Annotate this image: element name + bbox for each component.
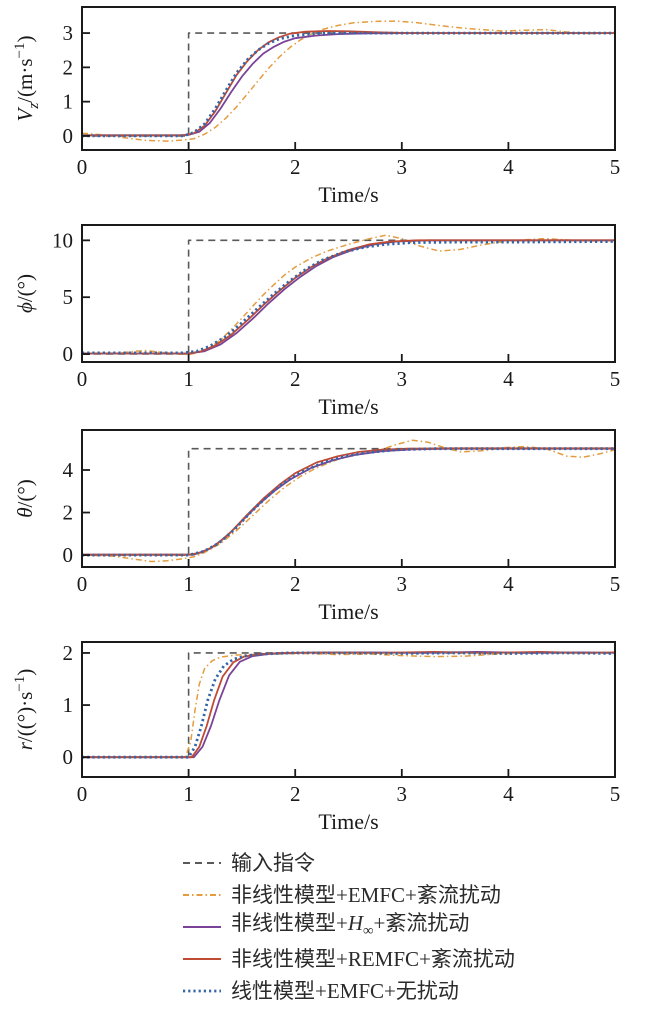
x-tick-label: 5 — [610, 572, 621, 596]
legend-line-sample-emfc — [183, 894, 221, 896]
x-tick-label: 5 — [610, 155, 621, 179]
y-tick-label: 0 — [63, 342, 74, 366]
x-tick-label: 3 — [397, 782, 408, 806]
chart-phi: 0 1 2 3 4 5 0 5 10 Time/s ϕ/(°) — [13, 224, 621, 419]
series-remfc — [82, 239, 615, 355]
x-tick-label: 3 — [397, 155, 408, 179]
y-tick-label: 2 — [63, 501, 74, 525]
plot-frame — [81, 429, 616, 568]
series-linear — [82, 31, 615, 138]
legend: 输入指令非线性模型+EMFC+紊流扰动非线性模型+H∞+紊流扰动非线性模型+RE… — [183, 852, 515, 1012]
series-hinf — [82, 447, 615, 556]
series-input — [82, 447, 615, 556]
legend-item-linear: 线性模型+EMFC+无扰动 — [183, 980, 515, 1002]
series-remfc — [82, 447, 615, 556]
legend-line-sample-input — [183, 862, 221, 864]
x-tick-label: 0 — [77, 572, 88, 596]
legend-item-input: 输入指令 — [183, 852, 515, 874]
plot-frame — [81, 641, 616, 778]
y-axis-label: ϕ/(°) — [13, 274, 37, 313]
series-linear — [82, 447, 615, 557]
series-hinf — [82, 32, 615, 137]
series-hinf — [82, 239, 615, 355]
series-input — [82, 652, 615, 759]
y-tick-label: 0 — [63, 745, 74, 769]
series-remfc — [82, 651, 616, 759]
legend-label-input: 输入指令 — [231, 851, 315, 875]
legend-line-sample-hinf — [183, 926, 221, 928]
x-tick-label: 4 — [503, 782, 514, 806]
series-emfc — [81, 234, 616, 356]
series-linear — [82, 651, 616, 759]
x-tick-label: 0 — [77, 782, 88, 806]
legend-label-remfc: 非线性模型+REMFC+紊流扰动 — [231, 947, 515, 971]
x-tick-label: 3 — [397, 367, 408, 391]
y-tick-label: 5 — [63, 285, 74, 309]
x-tick-label: 4 — [503, 367, 514, 391]
x-tick-label: 1 — [183, 782, 194, 806]
y-tick-label: 0 — [63, 124, 74, 148]
x-axis-label: Time/s — [318, 394, 378, 419]
series-hinf — [82, 651, 616, 759]
legend-item-hinf: 非线性模型+H∞+紊流扰动 — [183, 912, 515, 939]
y-tick-label: 2 — [63, 641, 74, 665]
x-tick-label: 1 — [183, 155, 194, 179]
chart-r-series — [82, 651, 616, 759]
x-tick-label: 2 — [290, 782, 301, 806]
x-tick-label: 1 — [183, 367, 194, 391]
y-tick-label: 10 — [52, 228, 73, 252]
chart-vz: 0 1 2 3 4 5 0 1 2 3 Time/s Vz/(m·s−1) — [12, 6, 621, 207]
y-axis-label: r/((°)·s−1) — [12, 669, 37, 751]
legend-label-emfc: 非线性模型+EMFC+紊流扰动 — [231, 883, 501, 907]
legend-line-sample-remfc — [183, 958, 221, 960]
series-linear — [82, 240, 616, 355]
x-tick-label: 2 — [290, 155, 301, 179]
x-tick-label: 5 — [610, 782, 621, 806]
x-axis-label: Time/s — [318, 809, 378, 834]
chart-theta: 0 1 2 3 4 5 0 2 4 Time/s θ/(°) — [13, 429, 621, 624]
series-emfc — [81, 20, 616, 142]
y-tick-label: 4 — [63, 458, 74, 482]
plot-frame — [81, 6, 616, 151]
x-axis-label: Time/s — [318, 599, 378, 624]
chart-phi-series — [81, 234, 616, 356]
legend-label-linear: 线性模型+EMFC+无扰动 — [231, 979, 459, 1003]
legend-item-emfc: 非线性模型+EMFC+紊流扰动 — [183, 884, 515, 906]
legend-line-sample-linear — [183, 989, 221, 993]
chart-vz-series — [81, 20, 616, 142]
series-emfc — [81, 439, 616, 563]
series-emfc — [82, 652, 615, 758]
legend-item-remfc: 非线性模型+REMFC+紊流扰动 — [183, 948, 515, 970]
x-tick-label: 4 — [503, 572, 514, 596]
y-tick-label: 1 — [63, 693, 74, 717]
chart-r: 0 1 2 3 4 5 0 1 2 Time/s r/((°)·s−1) — [12, 641, 620, 834]
x-tick-label: 5 — [610, 367, 621, 391]
y-tick-label: 2 — [63, 55, 74, 79]
x-axis-label: Time/s — [318, 182, 378, 207]
series-input — [82, 32, 615, 137]
x-tick-label: 3 — [397, 572, 408, 596]
y-axis-label: θ/(°) — [13, 479, 37, 518]
x-tick-label: 2 — [290, 572, 301, 596]
series-input — [82, 239, 615, 355]
x-tick-label: 2 — [290, 367, 301, 391]
x-tick-label: 4 — [503, 155, 514, 179]
y-tick-label: 3 — [63, 21, 74, 45]
chart-theta-series — [81, 439, 616, 563]
y-axis-label: Vz/(m·s−1) — [12, 36, 42, 122]
y-tick-label: 0 — [63, 543, 74, 567]
x-tick-label: 0 — [77, 155, 88, 179]
y-tick-label: 1 — [63, 90, 74, 114]
legend-label-hinf: 非线性模型+H∞+紊流扰动 — [231, 910, 470, 940]
x-tick-label: 0 — [77, 367, 88, 391]
plot-frame — [81, 224, 616, 363]
x-tick-label: 1 — [183, 572, 194, 596]
series-remfc — [82, 30, 615, 137]
